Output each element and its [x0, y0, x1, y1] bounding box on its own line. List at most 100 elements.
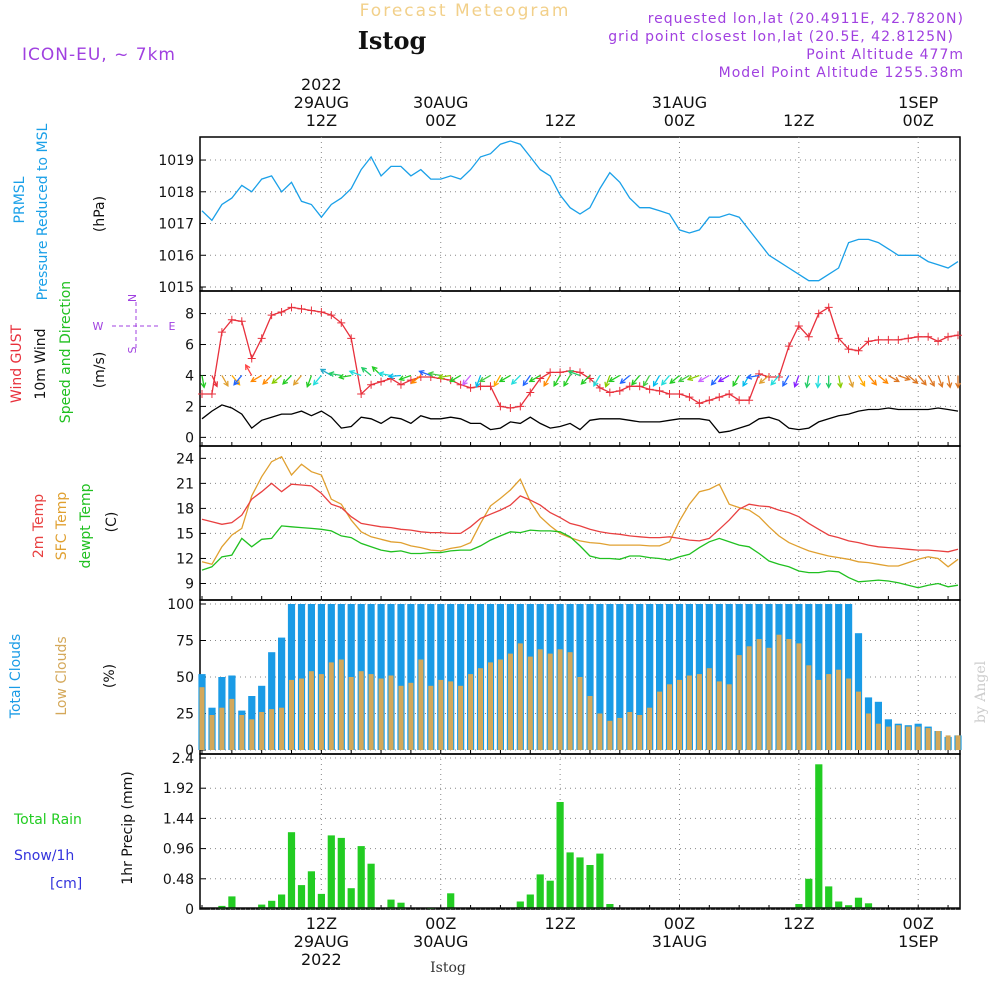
wind-arrow — [782, 375, 790, 388]
total-clouds-bar — [606, 604, 614, 750]
total-clouds-bar — [815, 604, 823, 750]
gust-point — [804, 332, 813, 341]
low-clouds-bar — [816, 679, 822, 750]
low-clouds-bar — [259, 712, 265, 750]
precip-bar — [576, 857, 584, 909]
wind-arrow — [338, 373, 352, 380]
wind-arrow — [652, 375, 661, 388]
gust-point — [486, 382, 495, 391]
y-tick-label-wind: 4 — [185, 368, 194, 384]
low-clouds-bar — [358, 671, 364, 750]
gust-point — [297, 304, 306, 313]
total-clouds-bar — [377, 604, 385, 750]
precip-bar — [835, 901, 843, 909]
gust-point — [347, 334, 356, 343]
precip-bar — [854, 897, 863, 909]
low-clouds-bar — [706, 668, 712, 750]
total-clouds-bar — [616, 604, 624, 750]
wind-arrow — [825, 375, 832, 389]
wind-arrow — [211, 375, 218, 388]
total-clouds-bar — [457, 604, 465, 750]
y-tick-label-temperature: 24 — [176, 451, 194, 467]
gust-point — [954, 331, 962, 340]
low-clouds-label: Low Clouds — [54, 636, 70, 715]
gust-point — [924, 332, 933, 341]
low-clouds-bar — [438, 679, 444, 750]
precip-bar — [805, 878, 813, 909]
time-label-top: 1SEP — [898, 93, 938, 112]
gust-point — [377, 377, 386, 386]
wind-arrow — [553, 375, 561, 388]
gust-point — [894, 335, 903, 344]
gust-point — [784, 342, 793, 351]
pressure-label-2: Pressure Reduced to MSL — [35, 123, 51, 300]
precip-bar — [825, 886, 833, 909]
chart-title: Forecast Meteogram — [360, 1, 571, 21]
wind-arrow — [522, 375, 531, 387]
total-clouds-bar — [397, 604, 405, 750]
low-clouds-bar — [806, 665, 812, 750]
gust-series-line — [202, 306, 959, 409]
wind-arrow — [449, 374, 461, 383]
compass-s: S — [126, 346, 139, 353]
wind-arrow — [815, 375, 822, 389]
precip-bar — [347, 888, 355, 909]
clouds-unit: (%) — [102, 664, 118, 688]
low-clouds-bar — [328, 662, 334, 750]
panel-frame-temperature — [199, 445, 961, 601]
wind-arrow — [604, 375, 611, 389]
wind-arrow — [418, 369, 432, 377]
total-clouds-bar — [646, 604, 654, 750]
wind-arrow — [580, 375, 591, 385]
time-label-top: 00Z — [903, 111, 934, 130]
precip-bar — [297, 885, 306, 909]
gust-point — [834, 334, 843, 343]
wind-arrow — [927, 375, 935, 388]
y-tick-label-pressure: 1017 — [158, 217, 194, 233]
y-tick-label-temperature: 15 — [176, 526, 194, 542]
low-clouds-bar — [836, 669, 842, 750]
gust-point — [884, 335, 893, 344]
y-tick-label-pressure: 1018 — [158, 185, 194, 201]
time-label-bottom: 12Z — [306, 914, 337, 933]
gust-point — [755, 369, 764, 378]
total-clouds-bar — [675, 604, 684, 750]
total-clouds-bar — [437, 604, 445, 750]
y-tick-label-pressure: 1019 — [158, 153, 194, 169]
precip-bar — [586, 865, 594, 909]
wind-arrow — [907, 374, 919, 385]
model-altitude: Model Point Altitude 1255.38m — [719, 65, 964, 81]
wind-arrow — [312, 375, 322, 386]
wind-arrow — [510, 375, 521, 385]
wind-arrow — [804, 375, 811, 389]
compass-e: E — [169, 320, 176, 333]
gust-point — [237, 317, 246, 326]
wind-arrow — [758, 374, 770, 385]
wind-arrow — [262, 375, 273, 385]
low-clouds-bar — [308, 671, 314, 750]
low-clouds-bar — [746, 646, 752, 750]
wind-arrow — [328, 371, 342, 378]
gust-point — [844, 345, 853, 354]
wind-arrow — [631, 375, 641, 386]
gust-point — [944, 332, 953, 341]
precip-bar — [815, 764, 823, 909]
wind-arrow — [245, 363, 253, 376]
precip-label: 1hr Precip (mm) — [120, 771, 136, 884]
total-clouds-bar — [297, 604, 306, 750]
low-clouds-bar — [736, 655, 742, 750]
low-clouds-bar — [428, 685, 434, 750]
gust-point — [864, 337, 873, 346]
y-tick-label-clouds: 0 — [185, 743, 194, 759]
temp-unit: (C) — [104, 512, 120, 533]
low-clouds-bar — [637, 715, 643, 750]
time-label-bottom: 30AUG — [413, 932, 468, 951]
wind-arrow — [847, 375, 855, 389]
low-clouds-bar — [696, 674, 702, 750]
low-clouds-bar — [388, 675, 394, 750]
wind-arrow — [543, 375, 551, 388]
low-clouds-bar — [856, 691, 861, 750]
total-clouds-bar — [725, 604, 733, 750]
snow-unit-label: [cm] — [50, 876, 82, 892]
low-clouds-bar — [577, 677, 583, 750]
